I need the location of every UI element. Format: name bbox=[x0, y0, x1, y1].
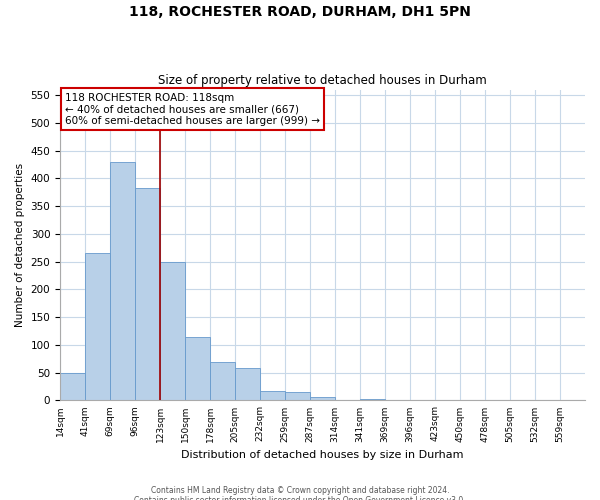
Bar bbox=[260, 391, 285, 400]
Bar bbox=[85, 254, 110, 400]
Bar bbox=[235, 368, 260, 400]
Y-axis label: Number of detached properties: Number of detached properties bbox=[15, 163, 25, 327]
Bar bbox=[60, 372, 85, 400]
Bar bbox=[210, 362, 235, 401]
Text: 118, ROCHESTER ROAD, DURHAM, DH1 5PN: 118, ROCHESTER ROAD, DURHAM, DH1 5PN bbox=[129, 5, 471, 19]
Bar bbox=[185, 336, 210, 400]
Text: Contains public sector information licensed under the Open Government Licence v3: Contains public sector information licen… bbox=[134, 496, 466, 500]
Bar bbox=[285, 392, 310, 400]
Text: Contains HM Land Registry data © Crown copyright and database right 2024.: Contains HM Land Registry data © Crown c… bbox=[151, 486, 449, 495]
Bar bbox=[310, 396, 335, 400]
Bar bbox=[160, 262, 185, 400]
Bar bbox=[110, 162, 135, 400]
Bar bbox=[135, 188, 160, 400]
Text: 118 ROCHESTER ROAD: 118sqm
← 40% of detached houses are smaller (667)
60% of sem: 118 ROCHESTER ROAD: 118sqm ← 40% of deta… bbox=[65, 92, 320, 126]
Title: Size of property relative to detached houses in Durham: Size of property relative to detached ho… bbox=[158, 74, 487, 87]
X-axis label: Distribution of detached houses by size in Durham: Distribution of detached houses by size … bbox=[181, 450, 464, 460]
